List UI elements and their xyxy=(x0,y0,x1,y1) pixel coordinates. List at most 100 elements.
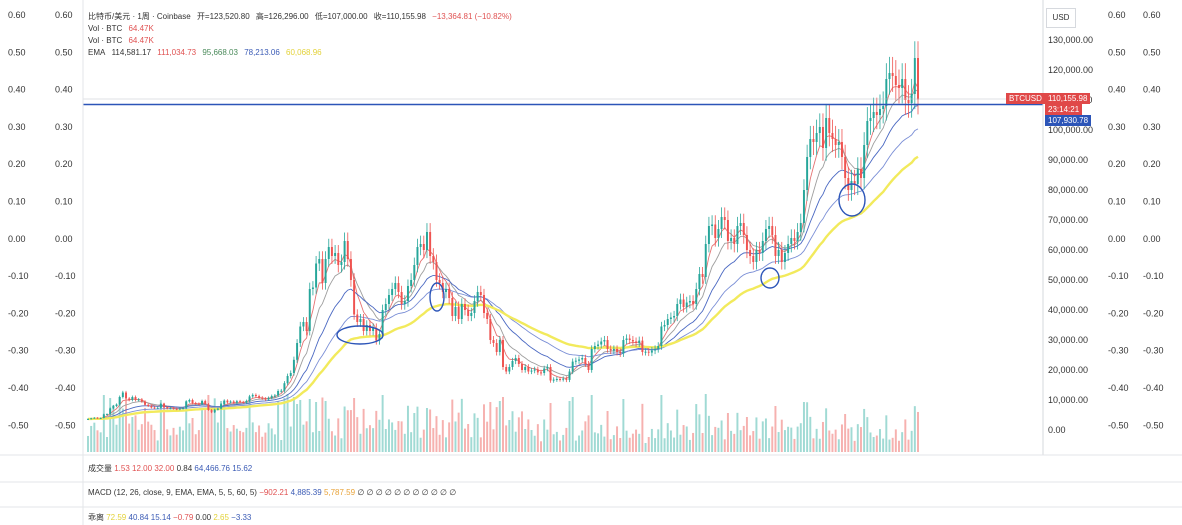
panel-value: 2.65 xyxy=(213,513,229,522)
volume-bar xyxy=(435,416,438,452)
candle-body xyxy=(197,403,200,405)
volume-bar xyxy=(267,423,270,452)
volume-bar xyxy=(913,406,916,452)
side-scale-label: 0.50 xyxy=(55,47,73,57)
candle-body xyxy=(394,283,397,289)
vol-legend-1[interactable]: Vol · BTC 64.47K xyxy=(88,24,158,33)
vol-value: 64.47K xyxy=(128,24,154,33)
volume-bar xyxy=(248,398,251,452)
volume-bar xyxy=(289,426,292,452)
volume-bar xyxy=(891,437,894,452)
candle-body xyxy=(733,238,736,244)
candle-body xyxy=(628,338,631,340)
candle-body xyxy=(524,367,527,370)
candle-body xyxy=(885,79,888,106)
candle-body xyxy=(425,232,428,250)
volume-bar xyxy=(707,415,710,452)
candle-body xyxy=(834,139,837,145)
volume-bar xyxy=(359,433,362,452)
panel-value: 15.62 xyxy=(232,464,253,473)
volume-panel-legend[interactable]: 成交量 1.53 12.00 32.00 0.84 64,466.76 15.6… xyxy=(88,463,252,474)
candle-body xyxy=(888,73,891,79)
volume-bar xyxy=(324,401,327,452)
ema-label: EMA xyxy=(88,48,106,57)
volume-bar xyxy=(628,437,631,452)
panel-label: 乖离 xyxy=(88,513,104,522)
volume-bar xyxy=(232,425,235,452)
volume-bar xyxy=(622,399,625,452)
volume-bar xyxy=(901,432,904,452)
side-scale-label: 0.00 xyxy=(1108,234,1126,244)
candle-body xyxy=(448,289,451,298)
volume-bar xyxy=(394,429,397,452)
volume-bar xyxy=(869,432,872,452)
volume-bar xyxy=(296,404,299,452)
volume-bar xyxy=(416,406,419,452)
candle-body xyxy=(159,403,162,408)
volume-bar xyxy=(720,420,723,452)
candle-body xyxy=(559,379,562,380)
candle-body xyxy=(422,244,425,250)
volume-bar xyxy=(397,421,400,452)
volume-bar xyxy=(372,428,375,452)
currency-button[interactable]: USD xyxy=(1046,8,1076,28)
volume-bar xyxy=(261,436,264,452)
volume-bar xyxy=(346,410,349,452)
candle-body xyxy=(397,283,400,292)
volume-bar xyxy=(486,421,489,452)
candle-body xyxy=(144,401,147,405)
volume-bar xyxy=(337,418,340,452)
candle-body xyxy=(368,325,371,331)
volume-bar xyxy=(340,438,343,452)
side-scale-label: -0.40 xyxy=(55,383,76,393)
candle-body xyxy=(362,319,365,331)
candle-body xyxy=(723,217,726,220)
candle-body xyxy=(514,358,517,361)
volume-bar xyxy=(761,421,764,452)
volume-bar xyxy=(251,422,254,452)
candle-body xyxy=(717,229,720,238)
third-panel-legend[interactable]: 乖离 72.59 40.84 15.14 −0.79 0.00 2.65 −3.… xyxy=(88,512,251,523)
volume-bar xyxy=(467,424,470,452)
volume-bar xyxy=(701,433,704,452)
volume-bar xyxy=(134,415,137,452)
header-ohlc: 比特币/美元 · 1周 · Coinbase 开=123,520.80 高=12… xyxy=(88,11,516,22)
candle-body xyxy=(489,319,492,340)
volume-bar xyxy=(806,402,809,452)
candle-body xyxy=(904,79,907,100)
side-scale-label: -0.20 xyxy=(55,308,76,318)
volume-bar xyxy=(609,439,612,452)
candle-body xyxy=(204,400,207,405)
volume-bar xyxy=(118,397,121,452)
candle-body xyxy=(109,408,112,415)
panel-label: MACD (12, 26, close, 9, EMA, EMA, 5, 5, … xyxy=(88,488,257,497)
candle-body xyxy=(502,340,504,367)
candle-body xyxy=(815,133,818,142)
candle-body xyxy=(492,340,495,343)
candle-body xyxy=(289,373,292,376)
volume-bar xyxy=(112,405,115,452)
volume-bar xyxy=(818,438,821,452)
volume-bar xyxy=(641,403,644,452)
candle-body xyxy=(178,408,181,410)
candle-body xyxy=(549,367,552,381)
countdown-tag: 23:14:21 xyxy=(1045,104,1083,115)
ema-legend[interactable]: EMA 114,581.17 111,034.73 95,668.03 78,2… xyxy=(88,48,326,57)
panel-label: 成交量 xyxy=(88,464,112,473)
vol-legend-2[interactable]: Vol · BTC 64.47K xyxy=(88,36,158,45)
volume-bar xyxy=(663,438,666,452)
macd-panel-legend[interactable]: MACD (12, 26, close, 9, EMA, EMA, 5, 5, … xyxy=(88,488,456,497)
panel-value: 40.84 xyxy=(128,513,149,522)
volume-bar xyxy=(226,428,229,452)
panel-value: 5,787.59 xyxy=(323,488,356,497)
volume-bar xyxy=(229,431,232,452)
side-scale-label: -0.30 xyxy=(1108,346,1129,356)
volume-bar xyxy=(147,421,150,452)
candle-body xyxy=(638,340,641,343)
candle-body xyxy=(479,292,482,295)
candle-body xyxy=(739,223,742,226)
volume-bar xyxy=(562,434,565,452)
volume-bar xyxy=(755,417,758,452)
candle-body xyxy=(264,398,267,400)
